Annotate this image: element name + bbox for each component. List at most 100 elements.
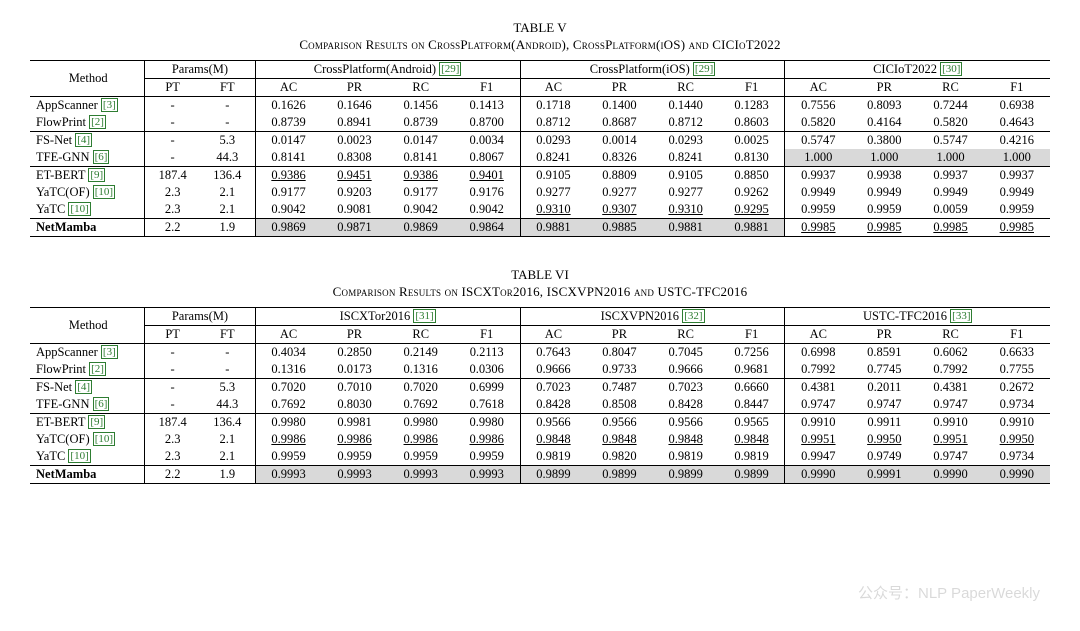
cite-link[interactable]: [6] (93, 150, 110, 164)
table-row: AppScanner [3]--0.16260.16460.14560.1413… (30, 96, 1050, 114)
method-cell: ET-BERT [9] (30, 166, 145, 184)
metric-cell: 0.1316 (388, 361, 454, 379)
cite-link[interactable]: [2] (89, 362, 106, 376)
metric-cell: 0.9950 (984, 431, 1050, 448)
metric-cell: 0.9747 (917, 396, 983, 414)
col-ac: AC (255, 78, 321, 96)
table-row: YaTC(OF) [10]2.32.10.99860.99860.99860.9… (30, 431, 1050, 448)
metric-cell: 0.8047 (586, 343, 652, 361)
metric-cell: 0.9042 (388, 201, 454, 219)
metric-cell: 0.9566 (586, 413, 652, 431)
metric-cell: 0.7992 (785, 361, 851, 379)
metric-cell: 0.7010 (321, 378, 387, 396)
pt-cell: - (145, 378, 200, 396)
pt-cell: - (145, 361, 200, 379)
metric-cell: 0.9993 (454, 465, 520, 483)
metric-cell: 0.8093 (851, 96, 917, 114)
col-ac: AC (520, 325, 586, 343)
metric-cell: 0.7020 (388, 378, 454, 396)
metric-cell: 0.6633 (984, 343, 1050, 361)
pt-cell: 187.4 (145, 413, 200, 431)
metric-cell: 0.3800 (851, 131, 917, 149)
metric-cell: 0.9949 (785, 184, 851, 201)
col-pr: PR (851, 78, 917, 96)
cite-link[interactable]: [33] (950, 309, 972, 323)
metric-cell: 0.8326 (586, 149, 652, 167)
metric-cell: 0.9869 (388, 218, 454, 236)
col-rc: RC (917, 325, 983, 343)
cite-link[interactable]: [10] (93, 432, 115, 446)
metric-cell: 0.9949 (851, 184, 917, 201)
cite-link[interactable]: [6] (93, 397, 110, 411)
method-cell: FS-Net [4] (30, 378, 145, 396)
metric-cell: 0.9042 (454, 201, 520, 219)
cite-link[interactable]: [29] (439, 62, 461, 76)
metric-cell: 0.8308 (321, 149, 387, 167)
ft-cell: 5.3 (200, 131, 255, 149)
ft-cell: 2.1 (200, 201, 255, 219)
table-v-caption: TABLE VComparison Results on CrossPlatfo… (30, 20, 1050, 54)
col-rc: RC (388, 325, 454, 343)
metric-cell: 0.9749 (851, 448, 917, 466)
ft-cell: 44.3 (200, 396, 255, 414)
cite-link[interactable]: [2] (89, 115, 106, 129)
watermark-text: 公众号：NLP PaperWeekly (858, 582, 1040, 603)
metric-cell: 0.9203 (321, 184, 387, 201)
cite-link[interactable]: [3] (101, 345, 118, 359)
metric-cell: 0.9176 (454, 184, 520, 201)
ft-cell: - (200, 114, 255, 132)
pt-cell: 187.4 (145, 166, 200, 184)
col-f1: F1 (454, 78, 520, 96)
col-group: ISCXVPN2016 [32] (520, 307, 785, 325)
metric-cell: 0.7692 (255, 396, 321, 414)
cite-link[interactable]: [4] (75, 380, 92, 394)
col-ac: AC (255, 325, 321, 343)
metric-cell: 0.8739 (388, 114, 454, 132)
metric-cell: 0.9949 (984, 184, 1050, 201)
metric-cell: 0.9993 (388, 465, 454, 483)
metric-cell: 0.9881 (719, 218, 785, 236)
cite-link[interactable]: [30] (940, 62, 962, 76)
table-v-table: TABLE VComparison Results on CrossPlatfo… (30, 20, 1050, 237)
metric-cell: 0.8700 (454, 114, 520, 132)
col-ft: FT (200, 325, 255, 343)
metric-cell: 0.8030 (321, 396, 387, 414)
table-row: YaTC [10]2.32.10.99590.99590.99590.99590… (30, 448, 1050, 466)
cite-link[interactable]: [4] (75, 133, 92, 147)
col-group: CrossPlatform(iOS) [29] (520, 60, 785, 78)
cite-link[interactable]: [10] (93, 185, 115, 199)
metric-cell: 0.9848 (520, 431, 586, 448)
metric-cell: 0.0014 (586, 131, 652, 149)
cite-link[interactable]: [10] (68, 202, 90, 216)
cite-link[interactable]: [31] (413, 309, 435, 323)
metric-cell: 0.8508 (586, 396, 652, 414)
ft-cell: 2.1 (200, 448, 255, 466)
metric-cell: 0.9177 (255, 184, 321, 201)
method-cell: YaTC(OF) [10] (30, 184, 145, 201)
pt-cell: 2.3 (145, 448, 200, 466)
metric-cell: 0.8241 (520, 149, 586, 167)
metric-cell: 0.7045 (653, 343, 719, 361)
ft-cell: 2.1 (200, 431, 255, 448)
cite-link[interactable]: [3] (101, 98, 118, 112)
metric-cell: 0.9951 (785, 431, 851, 448)
metric-cell: 0.9277 (586, 184, 652, 201)
pt-cell: - (145, 96, 200, 114)
metric-cell: 0.1718 (520, 96, 586, 114)
metric-cell: 0.9105 (520, 166, 586, 184)
method-cell: YaTC(OF) [10] (30, 431, 145, 448)
metric-cell: 0.9820 (586, 448, 652, 466)
metric-cell: 0.9910 (984, 413, 1050, 431)
cite-link[interactable]: [29] (693, 62, 715, 76)
metric-cell: 0.9666 (520, 361, 586, 379)
metric-cell: 0.7020 (255, 378, 321, 396)
cite-link[interactable]: [9] (88, 415, 105, 429)
cite-link[interactable]: [9] (88, 168, 105, 182)
metric-cell: 0.9734 (984, 448, 1050, 466)
method-cell: AppScanner [3] (30, 343, 145, 361)
metric-cell: 0.0147 (388, 131, 454, 149)
metric-cell: 0.7692 (388, 396, 454, 414)
cite-link[interactable]: [10] (68, 449, 90, 463)
metric-cell: 0.7023 (653, 378, 719, 396)
cite-link[interactable]: [32] (682, 309, 704, 323)
